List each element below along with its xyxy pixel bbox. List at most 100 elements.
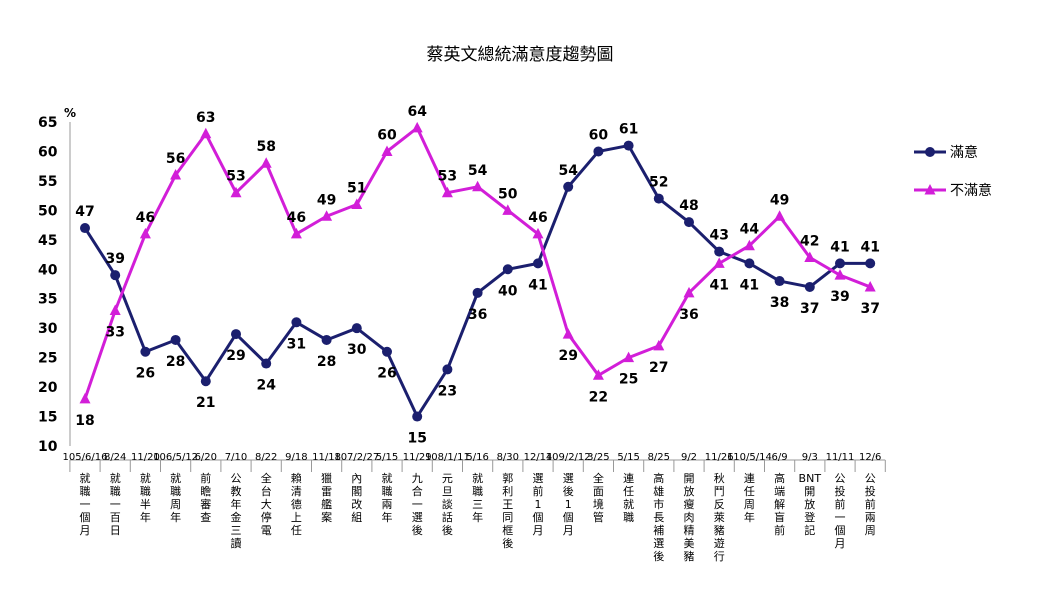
satisfied-point: [714, 246, 725, 257]
dissatisfied-point: [713, 257, 725, 268]
dissatisfied-point: [381, 145, 393, 156]
dissatisfied-data-label: 44: [740, 222, 760, 238]
x-tick-label: 105/6/16: [63, 452, 108, 463]
dissatisfied-data-label: 53: [226, 169, 245, 185]
satisfied-data-label: 30: [347, 342, 367, 358]
satisfied-point: [623, 140, 634, 151]
x-tick-label: 11/20: [131, 452, 160, 463]
satisfied-data-label: 43: [709, 228, 728, 244]
satisfied-point: [80, 223, 90, 234]
dissatisfied-data-label: 54: [468, 163, 488, 179]
event-label: BNT 開放登記: [799, 472, 822, 537]
x-tick-label: 106/5/12: [153, 452, 198, 463]
data-labels: 47 39 26 28 21 29 24 31 28 30 26 15 23 36 40 41 54 60 61 52…: [75, 104, 880, 447]
satisfied-point: [653, 193, 664, 204]
dissatisfied-point: [804, 251, 816, 262]
satisfied-point: [170, 334, 181, 345]
dissatisfied-point: [260, 157, 272, 168]
dissatisfied-data-label: 49: [317, 192, 336, 208]
event-label: 就職一百日: [110, 471, 121, 537]
dissatisfied-point: [79, 392, 91, 404]
dissatisfied-data-label: 36: [679, 307, 698, 323]
event-label: 郭利王同框後: [502, 472, 513, 550]
dissatisfied-point: [592, 369, 604, 380]
satisfied-point: [533, 258, 543, 269]
chart-title: 蔡英文總統滿意度趨勢圖: [427, 45, 614, 65]
dissatisfied-data-label: 41: [709, 277, 728, 293]
y-tick-label: 35: [38, 292, 57, 308]
dissatisfied-point: [139, 227, 151, 239]
satisfied-data-label: 41: [830, 239, 849, 255]
legend-label: 不滿意: [950, 182, 992, 199]
x-tick-label: 5/15: [617, 452, 639, 463]
satisfied-point: [291, 317, 302, 328]
x-tick-label: 107/2/27: [334, 452, 379, 463]
satisfied-data-label: 29: [226, 348, 245, 364]
dissatisfied-point: [864, 280, 876, 292]
dissatisfied-data-label: 46: [287, 210, 306, 226]
x-tick-label: 7/10: [225, 452, 247, 463]
event-label: 全面境管: [593, 471, 604, 524]
satisfied-data-label: 38: [770, 295, 789, 311]
y-tick-label: 50: [38, 203, 58, 219]
satisfied-point: [804, 281, 815, 292]
dissatisfied-data-label: 49: [770, 192, 789, 208]
x-tick-label: 9/18: [285, 452, 307, 463]
event-label: 就職三年: [472, 471, 483, 524]
x-tick-label: 6/9: [772, 452, 788, 463]
satisfied-point: [110, 270, 121, 281]
satisfied-data-label: 41: [740, 277, 759, 293]
dissatisfied-point: [230, 186, 242, 198]
dissatisfied-data-label: 39: [830, 289, 849, 305]
dissatisfied-point: [653, 339, 665, 351]
satisfied-point: [321, 334, 332, 345]
event-label: 獵雷艦案: [321, 472, 332, 524]
event-label: 公教年金三讀: [231, 472, 242, 550]
dissatisfied-point: [321, 210, 333, 221]
x-tick-label: 8/24: [104, 452, 126, 463]
dissatisfied-data-label: 42: [800, 233, 819, 249]
event-label: 公投前兩周: [865, 472, 876, 537]
dissatisfied-point: [562, 328, 574, 339]
dissatisfied-data-label: 46: [528, 210, 547, 226]
event-label: 九合一選後: [412, 472, 423, 537]
satisfied-point: [835, 258, 845, 269]
dissatisfied-data-label: 29: [558, 348, 577, 364]
satisfied-point: [231, 329, 241, 340]
satisfied-point: [382, 346, 392, 357]
satisfied-data-label: 28: [166, 354, 185, 370]
x-tick-label: 5/16: [466, 452, 488, 463]
dissatisfied-data-label: 58: [256, 139, 275, 155]
legend-marker: [925, 147, 935, 157]
y-tick-label: 45: [38, 233, 57, 249]
y-tick-label: 25: [38, 351, 57, 367]
satisfied-point: [563, 181, 574, 192]
satisfied-data-label: 54: [558, 163, 578, 179]
dissatisfied-data-label: 63: [196, 110, 215, 126]
event-label: 開放瘦肉精美豬: [684, 472, 695, 563]
satisfied-data-label: 37: [800, 301, 819, 317]
x-tick-label: 12/14: [524, 452, 553, 463]
dissatisfied-point: [683, 286, 695, 298]
event-label: 連任周年: [744, 471, 755, 524]
x-tick-label: 9/2: [681, 452, 697, 463]
event-label: 高端解盲前: [774, 471, 785, 537]
satisfied-point: [865, 258, 876, 269]
satisfied-data-label: 15: [407, 431, 426, 447]
dissatisfied-data-label: 27: [649, 360, 668, 376]
dissatisfied-data-label: 37: [860, 301, 879, 317]
satisfied-data-label: 26: [136, 366, 155, 382]
dissatisfied-data-label: 22: [589, 389, 608, 405]
satisfied-data-label: 26: [377, 366, 396, 382]
satisfied-data-label: 21: [196, 395, 215, 411]
x-tick-label: 11/26: [705, 452, 734, 463]
event-label: 賴清德上任: [291, 471, 302, 537]
event-label: 公投前一個月: [835, 472, 846, 550]
satisfied-point: [412, 411, 423, 422]
satisfied-data-label: 47: [75, 204, 94, 220]
event-label: 就職周年: [170, 471, 181, 524]
satisfied-point: [472, 287, 483, 298]
dissatisfied-point: [743, 239, 755, 251]
